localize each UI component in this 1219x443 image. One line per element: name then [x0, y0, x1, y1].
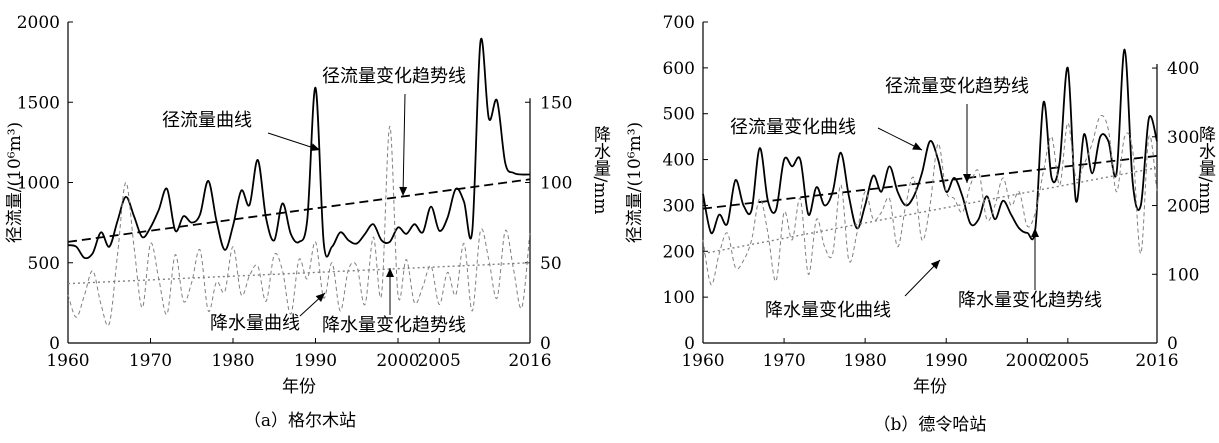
y-right-tick-label: 150	[540, 93, 572, 113]
series-line-2	[702, 115, 1158, 286]
annotation-arrow-head	[963, 174, 971, 183]
series-line-1	[67, 178, 531, 243]
annotation-arrow-head	[399, 186, 408, 196]
annotation-arrow-head	[310, 143, 320, 152]
x-tick-label: 1990	[294, 351, 337, 371]
annotation-label: 降水量变化曲线	[765, 300, 891, 321]
x-tick-label: 1970	[762, 351, 805, 371]
y-left-tick-label: 0	[49, 334, 60, 354]
annotation-label: 降水量曲线	[210, 313, 300, 334]
x-tick-label: 2005	[1046, 351, 1089, 371]
annotation-label: 径流量变化趋势线	[322, 66, 466, 87]
series-line-0	[702, 48, 1158, 241]
y-left-tick-label: 200	[663, 242, 695, 262]
y-left-tick-label: 0	[684, 334, 695, 354]
annotation-label: 径流量曲线	[162, 110, 252, 131]
series-line-0	[67, 37, 531, 260]
chart-panel-a: 0 500 1000 1500 2000 0 50 100 150 1960 1970 1980 199…	[5, 13, 611, 431]
y-right-tick-label: 400	[1167, 59, 1199, 79]
y-right-tick-label: 0	[1167, 334, 1178, 354]
annotation-label: 降水量变化趋势线	[322, 315, 466, 336]
y-right-tick-label: 300	[1167, 128, 1199, 148]
y-left-tick-label: 2000	[17, 13, 60, 33]
x-tick-label: 1980	[211, 351, 254, 371]
annotation-arrow-line	[402, 93, 406, 197]
y-left-tick-label: 600	[663, 59, 695, 79]
y-left-axis-label: 径流量/(10⁶m³)	[5, 122, 25, 243]
annotation-label: 径流量变化曲线	[730, 117, 856, 138]
panel-caption: （a）格尔木站	[244, 411, 356, 431]
y-right-tick-label: 50	[540, 254, 562, 274]
annotation-label: 径流量变化趋势线	[885, 76, 1029, 97]
y-right-axis-label: 降水量/mm	[1195, 125, 1216, 214]
y-right-tick-label: 0	[540, 334, 551, 354]
series-line-3	[67, 262, 531, 285]
x-tick-label: 2000	[376, 351, 419, 371]
annotation-arrow-head	[1031, 228, 1039, 237]
series-line-1	[702, 155, 1158, 210]
x-tick-label: 1980	[844, 351, 887, 371]
y-right-tick-label: 200	[1167, 197, 1199, 217]
x-tick-label: 2005	[418, 351, 461, 371]
y-left-tick-label: 400	[663, 151, 695, 171]
y-left-tick-label: 700	[663, 13, 695, 33]
x-tick-label: 1970	[129, 351, 172, 371]
x-tick-label: 2000	[1006, 351, 1049, 371]
y-left-axis-label: 径流量/(10⁶m³)	[625, 122, 645, 243]
y-right-axis-label: 降水量/mm	[590, 125, 611, 214]
y-left-tick-label: 100	[663, 288, 695, 308]
x-tick-label: 2016	[1135, 351, 1178, 371]
y-left-tick-label: 500	[28, 254, 60, 274]
x-tick-label: 1960	[681, 351, 724, 371]
x-tick-label: 1990	[925, 351, 968, 371]
y-left-tick-label: 1500	[17, 93, 60, 113]
x-tick-label: 2016	[508, 351, 551, 371]
y-right-tick-label: 100	[1167, 265, 1199, 285]
chart-panel-b: 0 100 200 300 400 500 600 700 0 100 200 300 400 1960 1…	[625, 13, 1216, 435]
y-left-tick-label: 300	[663, 196, 695, 216]
y-left-tick-label: 500	[663, 105, 695, 125]
series-line-2	[67, 125, 531, 327]
x-axis-label: 年份	[282, 377, 316, 397]
x-tick-label: 1960	[46, 351, 89, 371]
annotation-arrow-head	[912, 142, 922, 150]
y-left-tick-label: 1000	[17, 174, 60, 194]
x-axis-label: 年份	[913, 377, 947, 397]
annotation-arrow-head	[930, 260, 940, 270]
panel-caption: （b）德令哈站	[874, 415, 987, 435]
annotation-arrow-head	[386, 268, 394, 277]
y-right-tick-label: 100	[540, 174, 572, 194]
annotation-label: 降水量变化趋势线	[958, 290, 1102, 311]
annotation-arrow-head	[315, 293, 325, 303]
series-line-3	[702, 167, 1158, 255]
annotation-arrow-line	[267, 132, 321, 151]
